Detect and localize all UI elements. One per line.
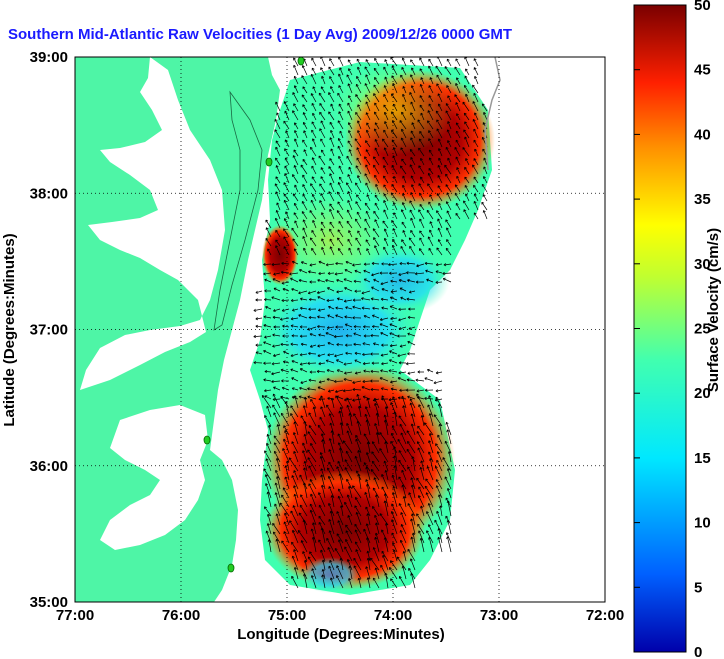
grid-lines bbox=[75, 57, 605, 602]
x-tick-label: 74:00 bbox=[374, 607, 412, 624]
velocity-field bbox=[250, 57, 495, 595]
x-tick-label: 75:00 bbox=[268, 607, 306, 624]
plot-frame bbox=[74, 56, 606, 603]
y-axis-label: Latitude (Degrees:Minutes) bbox=[1, 233, 18, 426]
y-tick-label: 37:00 bbox=[30, 322, 68, 339]
bay-water bbox=[80, 57, 225, 390]
map-title: Southern Mid-Atlantic Raw Velocities (1 … bbox=[8, 26, 513, 43]
x-tick-label: 76:00 bbox=[162, 607, 200, 624]
x-axis-label: Longitude (Degrees:Minutes) bbox=[237, 626, 445, 643]
x-tick-label: 72:00 bbox=[586, 607, 624, 624]
y-tick-label: 39:00 bbox=[30, 49, 68, 66]
y-tick-label: 38:00 bbox=[30, 185, 68, 202]
y-tick-label: 36:00 bbox=[30, 458, 68, 475]
peninsula-coast bbox=[213, 90, 263, 331]
x-tick-label: 77:00 bbox=[56, 607, 94, 624]
x-tick-label: 73:00 bbox=[480, 607, 518, 624]
station-markers bbox=[203, 57, 305, 573]
y-tick-label: 35:00 bbox=[30, 594, 68, 611]
